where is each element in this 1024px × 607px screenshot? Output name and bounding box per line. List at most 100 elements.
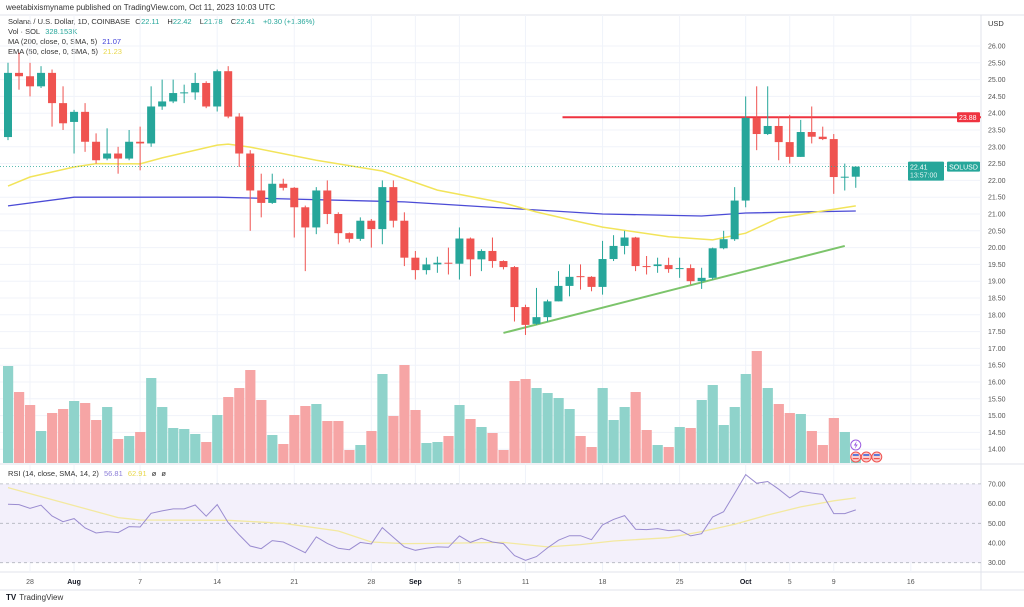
rsi-label: RSI (14, close, SMA, 14, 2) xyxy=(8,469,99,478)
candle xyxy=(543,299,552,322)
us-economic-event-icon[interactable] xyxy=(871,451,883,463)
volume-bar xyxy=(245,370,256,463)
candle xyxy=(818,126,827,141)
candle-body xyxy=(576,276,585,278)
candle-body xyxy=(114,153,123,159)
flag-icon-stripe xyxy=(863,458,870,460)
candle-body xyxy=(147,106,156,144)
candle-body xyxy=(851,166,860,177)
volume-bar xyxy=(344,450,355,463)
volume-bar xyxy=(619,407,630,463)
flag-icon-stripe xyxy=(852,454,859,456)
last-price-tag xyxy=(908,161,944,181)
price-tick-label: 25.50 xyxy=(988,60,1006,67)
volume-bar xyxy=(740,374,751,463)
volume-bar xyxy=(421,443,432,463)
candle-body xyxy=(246,153,255,191)
rsi-ma-line xyxy=(7,486,856,548)
candle xyxy=(59,86,68,130)
close-value: 22.41 xyxy=(236,17,255,26)
candle xyxy=(598,240,607,295)
volume-bar xyxy=(201,442,212,463)
candle-body xyxy=(389,187,398,221)
volume-bar xyxy=(663,447,674,463)
legend-rsi[interactable]: RSI (14, close, SMA, 14, 2) 56.81 62.91 … xyxy=(8,469,169,478)
flag-icon-stripe xyxy=(873,454,880,456)
footer-brand[interactable]: TradingView xyxy=(19,593,64,602)
candle xyxy=(312,187,321,235)
volume-bar xyxy=(58,409,69,463)
candle-body xyxy=(818,136,827,140)
candle xyxy=(422,257,431,275)
candle-body xyxy=(400,220,409,258)
candle-body xyxy=(752,117,761,135)
lightning-event-icon[interactable] xyxy=(850,439,862,451)
candle-body xyxy=(323,190,332,214)
candle-body xyxy=(466,238,475,260)
trend-line[interactable] xyxy=(503,244,846,334)
rsi-tick-label: 70.00 xyxy=(988,481,1006,488)
candle-body xyxy=(609,245,618,260)
countdown-text: 13:57:00 xyxy=(910,173,937,180)
candle xyxy=(356,217,365,241)
footer: TV TradingView xyxy=(6,593,63,602)
rsi-tick-label: 40.00 xyxy=(988,541,1006,548)
rsi-tick-label: 50.00 xyxy=(988,521,1006,528)
legend-volume[interactable]: Vol · SOL 328.153K xyxy=(8,27,80,36)
symbol-description[interactable]: Solana / U.S. Dollar, 1D, COINBASE xyxy=(8,17,131,26)
volume-bar xyxy=(685,428,696,463)
price-tick-label: 20.50 xyxy=(988,228,1006,235)
candle-body xyxy=(829,139,838,178)
candle-body xyxy=(367,220,376,230)
volume-bar xyxy=(333,421,344,463)
legend-ma200[interactable]: MA (200, close, 0, SMA, 5) 21.07 xyxy=(8,37,124,46)
candle xyxy=(521,304,530,335)
volume-bar xyxy=(25,405,36,463)
legend-ema50[interactable]: EMA (50, close, 0, SMA, 5) 21.23 xyxy=(8,47,125,56)
rsi-band-background xyxy=(0,483,981,563)
volume-bar xyxy=(267,435,278,463)
price-tick-label: 16.50 xyxy=(988,363,1006,370)
volume-bar xyxy=(630,392,641,463)
time-tick-label: 28 xyxy=(367,579,375,586)
volume-bar xyxy=(102,407,113,463)
candle-body xyxy=(422,264,431,271)
candle xyxy=(213,69,222,112)
us-economic-event-icon[interactable] xyxy=(860,451,872,463)
candle xyxy=(301,205,310,272)
volume-bar xyxy=(575,436,586,463)
price-tick-label: 16.00 xyxy=(988,380,1006,387)
candle-body xyxy=(708,248,717,278)
volume-bar xyxy=(817,445,828,463)
candle xyxy=(389,180,398,228)
candle-body xyxy=(697,277,706,282)
candle-body xyxy=(169,93,178,102)
volume-bar xyxy=(91,420,102,463)
volume-bar xyxy=(322,421,333,463)
candle-body xyxy=(279,183,288,188)
candle-body xyxy=(631,237,640,267)
us-economic-event-icon[interactable] xyxy=(850,451,862,463)
time-tick-label: 28 xyxy=(26,579,34,586)
candle xyxy=(433,256,442,273)
volume-bar xyxy=(355,445,366,463)
volume-bar xyxy=(3,366,14,463)
volume-bar xyxy=(806,431,817,463)
volume-bar xyxy=(498,450,509,463)
time-tick-label: 14 xyxy=(213,579,221,586)
rsi-tick-label: 30.00 xyxy=(988,560,1006,567)
candle xyxy=(840,163,849,191)
ema50-value: 21.23 xyxy=(103,47,122,56)
candle xyxy=(477,249,486,272)
volume-bar xyxy=(608,420,619,463)
resistance-price-tag xyxy=(957,112,980,123)
volume-bar xyxy=(586,447,597,463)
candle xyxy=(686,264,695,285)
time-tick-label: 7 xyxy=(138,579,142,586)
rsi-extra-2: ø xyxy=(161,469,166,478)
price-tick-label: 18.00 xyxy=(988,312,1006,319)
candle-body xyxy=(796,132,805,157)
candle xyxy=(103,128,112,161)
candle xyxy=(587,276,596,292)
